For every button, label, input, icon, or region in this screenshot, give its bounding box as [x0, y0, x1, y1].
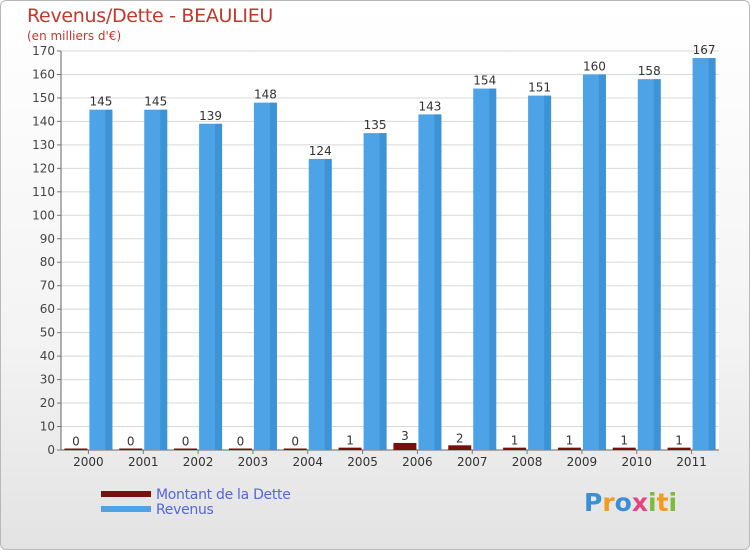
x-tick-label: 2010 — [621, 455, 652, 469]
bar-revenus-shade — [324, 158, 332, 450]
bar-dette — [64, 448, 88, 450]
bar-revenus-shade — [160, 109, 168, 451]
bar-dette — [174, 448, 198, 450]
bar-dette — [557, 447, 581, 450]
bar-revenus-shade — [434, 114, 442, 450]
y-tick-label: 80 — [40, 255, 55, 269]
y-tick-label: 60 — [40, 302, 55, 316]
bar-dette — [119, 448, 143, 450]
y-tick-label: 30 — [40, 373, 55, 387]
x-tick-label: 2008 — [512, 455, 543, 469]
data-label-dette: 1 — [346, 434, 354, 448]
legend-label-dette: Montant de la Dette — [156, 487, 291, 503]
bar-dette — [612, 447, 636, 450]
bar-revenus-shade — [489, 88, 497, 450]
y-tick-label: 140 — [32, 114, 55, 128]
bar-dette — [338, 447, 362, 450]
bar-dette — [503, 447, 527, 450]
data-label-dette: 0 — [237, 435, 245, 449]
y-tick-label: 100 — [32, 208, 55, 222]
y-tick-label: 130 — [32, 138, 55, 152]
data-label-dette: 0 — [127, 435, 135, 449]
y-tick-label: 40 — [40, 349, 55, 363]
bar-revenus-shade — [598, 74, 606, 451]
data-label-dette: 0 — [291, 435, 299, 449]
data-label-revenus: 167 — [693, 43, 716, 57]
bar-revenus-shade — [379, 133, 387, 450]
data-label-revenus: 154 — [473, 74, 496, 88]
data-label-revenus: 145 — [89, 95, 112, 109]
data-label-revenus: 145 — [144, 95, 167, 109]
bar-dette — [283, 448, 307, 450]
y-tick-label: 20 — [40, 396, 55, 410]
bar-revenus-shade — [269, 102, 277, 451]
y-tick-label: 90 — [40, 232, 55, 246]
bar-dette — [393, 442, 417, 450]
data-label-revenus: 139 — [199, 109, 222, 123]
bar-dette — [448, 445, 472, 450]
data-label-dette: 0 — [182, 435, 190, 449]
data-label-dette: 2 — [456, 431, 464, 445]
y-tick-label: 0 — [47, 443, 55, 457]
chart-subtitle: (en milliers d'€) — [27, 29, 122, 43]
y-tick-label: 70 — [40, 279, 55, 293]
data-label-dette: 1 — [620, 434, 628, 448]
x-tick-label: 2005 — [347, 455, 378, 469]
x-tick-label: 2001 — [128, 455, 159, 469]
x-tick-label: 2011 — [676, 455, 707, 469]
x-tick-label: 2007 — [457, 455, 488, 469]
data-label-revenus: 143 — [418, 99, 441, 113]
data-label-revenus: 124 — [309, 144, 332, 158]
legend-swatch-revenus — [101, 506, 151, 512]
y-tick-label: 110 — [32, 185, 55, 199]
y-tick-label: 150 — [32, 91, 55, 105]
data-label-revenus: 160 — [583, 59, 606, 73]
x-tick-label: 2000 — [73, 455, 104, 469]
bar-revenus-shade — [215, 123, 223, 451]
bar-revenus-shade — [653, 79, 661, 450]
y-tick-label: 50 — [40, 326, 55, 340]
chart-title: Revenus/Dette - BEAULIEU — [27, 5, 274, 27]
bar-dette — [667, 447, 691, 450]
x-tick-label: 2004 — [292, 455, 323, 469]
plot-area — [61, 51, 719, 450]
data-label-dette: 1 — [511, 434, 519, 448]
bar-revenus-shade — [105, 109, 113, 451]
legend-label-revenus: Revenus — [156, 502, 214, 518]
data-label-dette: 0 — [72, 435, 80, 449]
bar-dette — [228, 448, 252, 450]
data-label-revenus: 148 — [254, 88, 277, 102]
data-label-dette: 3 — [401, 429, 409, 443]
y-tick-label: 10 — [40, 420, 55, 434]
data-label-revenus: 151 — [528, 81, 551, 95]
y-tick-label: 170 — [32, 44, 55, 58]
data-label-dette: 1 — [566, 434, 574, 448]
y-tick-label: 120 — [32, 161, 55, 175]
data-label-dette: 1 — [675, 434, 683, 448]
x-tick-label: 2003 — [238, 455, 269, 469]
data-label-revenus: 158 — [638, 64, 661, 78]
data-label-revenus: 135 — [364, 118, 387, 132]
bar-revenus-shade — [708, 58, 716, 451]
legend-swatch-dette — [101, 491, 151, 497]
x-tick-label: 2002 — [183, 455, 214, 469]
proxiti-logo: Proxiti — [584, 488, 678, 517]
x-tick-label: 2009 — [567, 455, 598, 469]
y-tick-label: 160 — [32, 67, 55, 81]
bar-revenus-shade — [544, 95, 552, 450]
x-tick-label: 2006 — [402, 455, 433, 469]
